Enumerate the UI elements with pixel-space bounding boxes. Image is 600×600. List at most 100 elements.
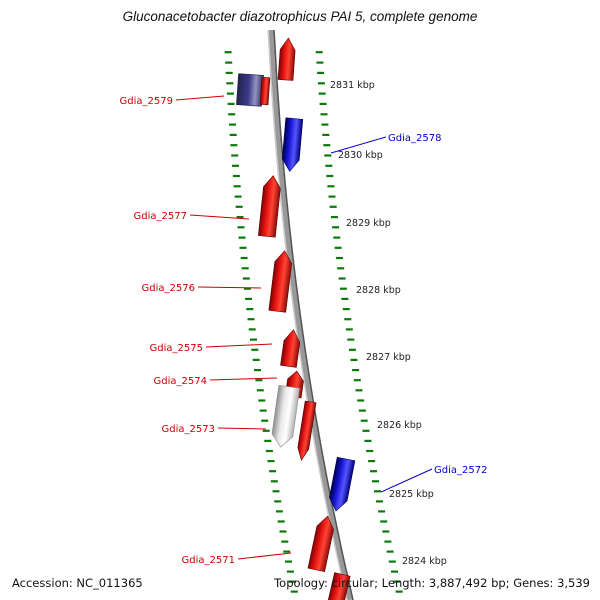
gc-tick (333, 236, 341, 239)
gc-tick (251, 348, 259, 351)
gene-arrow-Gdia_2576[interactable] (268, 250, 293, 313)
gc-tick (316, 61, 324, 64)
gc-tick (345, 328, 353, 331)
gc-tick (323, 144, 331, 147)
topology-summary-text: Topology: circular; Length: 3,887,492 bp… (274, 576, 590, 590)
gc-tick (393, 580, 401, 583)
gc-tick (224, 51, 232, 54)
gene-arrow-Gdia_2579[interactable] (236, 73, 264, 107)
gc-tick (327, 185, 335, 188)
gc-tick (286, 570, 294, 573)
gene-arrow-red-sliver[interactable] (259, 76, 271, 106)
gc-tick (325, 164, 333, 167)
gc-tick (318, 92, 326, 95)
gc-tick (237, 226, 245, 229)
gene-arrow-top-red-arrow[interactable] (277, 37, 296, 81)
gene-label-Gdia_2579[interactable]: Gdia_2579 (120, 96, 173, 107)
gc-tick (274, 500, 282, 503)
gene-arrow-Gdia_2571[interactable] (307, 514, 336, 573)
gene-arrow-Gdia_2572[interactable] (327, 456, 356, 512)
scale-label-2826: 2826 kbp (377, 420, 422, 431)
gc-tick (339, 287, 347, 290)
gene-label-Gdia_2576[interactable]: Gdia_2576 (142, 283, 195, 294)
gc-tick (261, 419, 269, 422)
gc-tick (355, 389, 363, 392)
gc-tick (242, 277, 250, 280)
gene-arrow-Gdia_2575[interactable] (280, 329, 302, 368)
gene-label-Gdia_2577[interactable]: Gdia_2577 (134, 211, 187, 222)
leader-line-Gdia_2579 (175, 95, 225, 101)
gc-tick (248, 328, 256, 331)
gc-tick (243, 287, 251, 290)
gc-tick (229, 123, 236, 126)
gc-tick (317, 71, 325, 74)
gc-tick (366, 449, 374, 453)
gc-tick (352, 369, 360, 372)
gc-tick (324, 154, 332, 157)
gc-tick (290, 590, 298, 593)
gc-tick (368, 460, 376, 463)
gc-tick (225, 71, 233, 74)
gc-tick (258, 399, 266, 402)
scale-label-2824: 2824 kbp (402, 556, 447, 567)
gc-tick (364, 439, 372, 442)
gene-arrow-thin-red-arrow[interactable] (296, 400, 317, 461)
gc-tick (250, 338, 257, 341)
scale-label-2830: 2830 kbp (338, 150, 383, 161)
gc-tick (232, 174, 240, 178)
gc-tick (328, 195, 336, 198)
leader-line-Gdia_2573 (217, 427, 267, 430)
genome-title: Gluconacetobacter diazotrophicus PAI 5, … (123, 9, 478, 24)
gene-label-Gdia_2572[interactable]: Gdia_2572 (434, 465, 487, 476)
gene-label-Gdia_2574[interactable]: Gdia_2574 (154, 376, 207, 387)
gc-tick (236, 216, 244, 219)
gc-tick (344, 318, 352, 321)
gene-track (236, 37, 356, 600)
gc-tick (342, 308, 350, 311)
gc-tick (232, 164, 239, 167)
gc-tick (252, 358, 260, 361)
gc-tick (231, 154, 239, 157)
gene-arrow-Gdia_2573[interactable] (270, 384, 300, 448)
gc-tick (350, 358, 358, 361)
gc-tick (395, 590, 403, 593)
gene-label-Gdia_2573[interactable]: Gdia_2573 (162, 424, 215, 435)
leader-line-Gdia_2571 (237, 552, 292, 560)
gc-tick (230, 144, 238, 147)
gene-label-Gdia_2575[interactable]: Gdia_2575 (150, 343, 203, 354)
gc-tick (288, 580, 296, 583)
gc-tick (326, 174, 334, 178)
gc-tick (370, 470, 378, 473)
gc-tick (337, 267, 345, 270)
gc-tick (247, 318, 255, 321)
gc-tick (384, 540, 392, 543)
gene-arrow-bottom-red-arrow[interactable] (327, 572, 351, 600)
gc-tick (270, 480, 278, 483)
gc-tick (245, 297, 253, 300)
gene-arrow-Gdia_2577[interactable] (258, 175, 281, 238)
gc-tick (254, 369, 261, 372)
gc-tick (378, 510, 386, 513)
gc-tick (353, 379, 361, 382)
gc-tick (391, 570, 398, 573)
gc-tick (357, 399, 365, 402)
genome-backbone (268, 29, 353, 600)
status-bar: Accession: NC_011365 Topology: circular;… (0, 570, 600, 600)
gc-tick (362, 429, 370, 432)
gc-tick (264, 439, 272, 442)
gc-tick (388, 560, 396, 563)
scale-label-2828: 2828 kbp (356, 285, 401, 296)
gene-label-Gdia_2578[interactable]: Gdia_2578 (388, 133, 441, 144)
gc-tick (315, 51, 323, 54)
gc-tick (262, 429, 270, 432)
gene-label-Gdia_2571[interactable]: Gdia_2571 (182, 555, 235, 566)
gc-tick (255, 379, 263, 382)
gc-tick (321, 123, 329, 126)
gc-tick (269, 470, 277, 473)
gc-tick (320, 113, 328, 116)
gene-arrow-Gdia_2578[interactable] (281, 117, 304, 172)
gc-tick (246, 308, 254, 311)
gc-tick (338, 277, 346, 280)
